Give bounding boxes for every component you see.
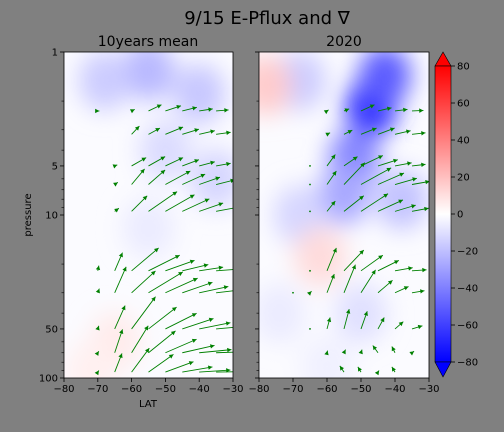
y-tick-label: 5 — [52, 161, 58, 172]
y-axis-label: pressure — [23, 193, 34, 236]
colorbar-tick-label: 80 — [457, 62, 470, 73]
eflux-arrow — [309, 210, 311, 212]
x-tick-label: −50 — [155, 384, 176, 395]
x-tick-label: −40 — [189, 384, 210, 395]
colorbar-tick-label: 20 — [457, 173, 470, 184]
panel-10years-mean: 10years mean −80 −70 −60 −50 −40 −30 1 5 10 50 10… — [23, 34, 248, 410]
figure-title: 9/15 E-Pflux and ∇ — [184, 8, 351, 29]
eflux-arrow — [309, 165, 311, 167]
x-tick-label: −40 — [384, 384, 405, 395]
contour-region — [294, 227, 346, 287]
panel-2020: 2020 −80 −70 −60 −50 −40 −30 — [240, 34, 440, 396]
colorbar-body — [435, 66, 451, 362]
y-tick-label: 10 — [45, 211, 58, 222]
x-tick-label: −30 — [222, 384, 243, 395]
colorbar-tick-label: −80 — [457, 358, 478, 369]
colorbar: 80 60 40 20 0 −20 −40 −60 −80 — [435, 52, 478, 377]
eflux-arrow — [309, 270, 311, 272]
panel-title-left: 10years mean — [98, 34, 199, 50]
colorbar-tick-label: −60 — [457, 321, 478, 332]
x-tick-label: −80 — [53, 384, 74, 395]
y-axis-right — [255, 52, 259, 378]
x-tick-label: −70 — [87, 384, 108, 395]
contour-region — [318, 165, 370, 225]
contour-region — [173, 64, 225, 124]
colorbar-tick-label: −20 — [457, 247, 478, 258]
x-tick-label: −70 — [282, 384, 303, 395]
x-tick-label: −60 — [316, 384, 337, 395]
eflux-arrow — [309, 184, 311, 186]
y-tick-label: 100 — [39, 374, 58, 385]
x-tick-label: −80 — [248, 384, 269, 395]
y-tick-label: 50 — [45, 324, 58, 335]
panel-title-right: 2020 — [326, 34, 362, 50]
colorbar-tick-label: 0 — [457, 210, 463, 221]
x-axis-label: LAT — [139, 399, 158, 410]
contour-region — [139, 120, 191, 180]
contour-region — [376, 169, 428, 229]
x-tick-label: −50 — [350, 384, 371, 395]
colorbar-ticks: 80 60 40 20 0 −20 −40 −60 −80 — [451, 62, 478, 369]
colorbar-tick-label: 60 — [457, 99, 470, 110]
x-axis-left: −80 −70 −60 −50 −40 −30 — [53, 378, 243, 395]
eflux-arrow — [292, 292, 294, 294]
y-axis-left: 1 5 10 50 100 — [39, 48, 64, 385]
contour-region — [253, 283, 305, 343]
contour-region — [123, 198, 175, 258]
colorbar-extend-top — [435, 52, 451, 66]
contour-region — [359, 46, 411, 106]
contour-region — [240, 55, 292, 115]
x-tick-label: −60 — [121, 384, 142, 395]
colorbar-extend-bottom — [435, 362, 451, 377]
colorbar-tick-label: −40 — [457, 284, 478, 295]
contour-region — [79, 51, 131, 111]
eflux-arrow — [309, 328, 311, 330]
colorbar-tick-label: 40 — [457, 136, 470, 147]
y-tick-label: 1 — [52, 48, 58, 59]
x-tick-label: −30 — [418, 384, 439, 395]
x-axis-right: −80 −70 −60 −50 −40 −30 — [248, 378, 439, 395]
